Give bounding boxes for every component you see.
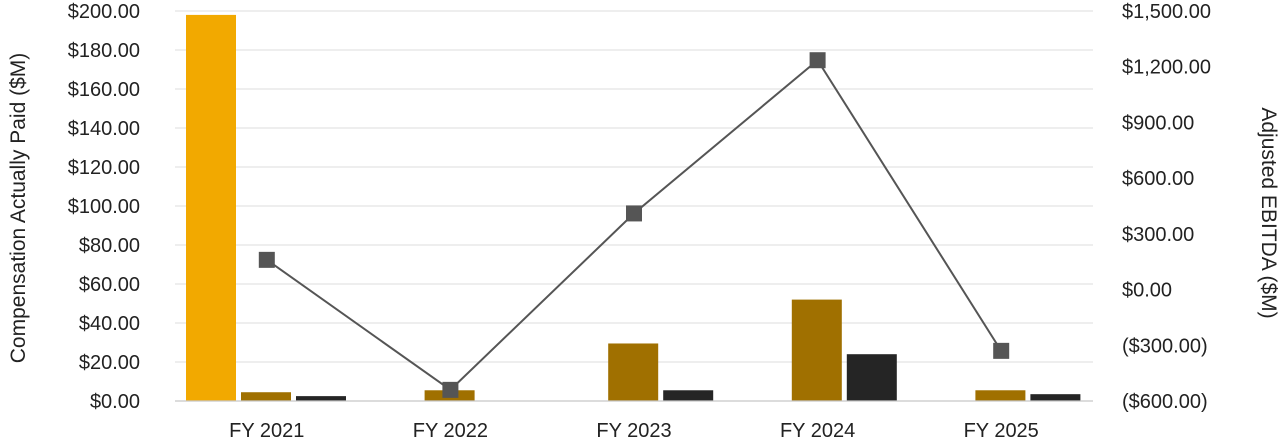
right-tick-label: $1,200.00 <box>1122 57 1211 79</box>
left-tick-label: $20.00 <box>79 352 140 374</box>
right-tick-label: ($300.00) <box>1122 335 1208 357</box>
ebitda-line-path <box>266 58 1003 392</box>
right-tick-label: $900.00 <box>1122 112 1194 134</box>
ebitda-point-fy-2022 <box>442 381 459 398</box>
left-axis-ticks: $0.00 $20.00 $40.00 $60.00 $80.00 $100.00 $120… <box>68 1 140 413</box>
bar-series-3-fy-2025 <box>1030 394 1081 401</box>
ebitda-point-fy-2025 <box>993 342 1010 359</box>
left-tick-label: $180.00 <box>68 40 140 62</box>
bar-series-2-fy-2024 <box>791 299 842 401</box>
category-label: FY 2022 <box>413 420 488 440</box>
right-tick-label: $600.00 <box>1122 168 1194 190</box>
left-tick-label: $140.00 <box>68 118 140 140</box>
right-axis-title: Adjusted EBITDA ($M) <box>1257 107 1280 318</box>
bar-series-2-fy-2025 <box>975 390 1026 401</box>
left-tick-label: $80.00 <box>79 235 140 257</box>
right-tick-label: $1,500.00 <box>1122 1 1211 23</box>
right-tick-label: $300.00 <box>1122 224 1194 246</box>
x-axis-ticks: FY 2021 FY 2022 FY 2023 FY 2024 FY 2025 <box>229 420 1039 440</box>
category-label: FY 2024 <box>780 420 855 440</box>
category-label: FY 2025 <box>964 420 1039 440</box>
right-axis-ticks: ($600.00) ($300.00) $0.00 $300.00 $600.00 $90… <box>1122 1 1211 413</box>
left-tick-label: $100.00 <box>68 196 140 218</box>
left-tick-label: $0.00 <box>90 391 140 413</box>
bar-series-1-fy-2021 <box>186 14 236 402</box>
right-tick-label: ($600.00) <box>1122 391 1208 413</box>
ebitda-point-fy-2023 <box>626 205 642 222</box>
left-tick-label: $60.00 <box>79 274 140 296</box>
ebitda-point-fy-2021 <box>258 251 275 268</box>
bar-series-3-fy-2024 <box>846 354 897 401</box>
right-tick-label: $0.00 <box>1122 280 1172 302</box>
bar-series-3-fy-2021 <box>296 396 346 401</box>
left-tick-label: $200.00 <box>68 1 140 23</box>
ebitda-point-fy-2024 <box>809 52 826 69</box>
category-label: FY 2023 <box>596 420 671 440</box>
bar-series-2-fy-2021 <box>241 392 291 401</box>
left-tick-label: $160.00 <box>68 79 140 101</box>
left-tick-label: $40.00 <box>79 313 140 335</box>
category-label: FY 2021 <box>229 420 304 440</box>
left-tick-label: $120.00 <box>68 157 140 179</box>
left-axis-title: Compensation Actually Paid ($M) <box>7 53 30 363</box>
bar-series-2-fy-2023 <box>608 343 659 401</box>
bar-series-3-fy-2023 <box>663 390 714 401</box>
gridlines <box>175 10 1093 363</box>
ebitda-line <box>258 52 1010 398</box>
